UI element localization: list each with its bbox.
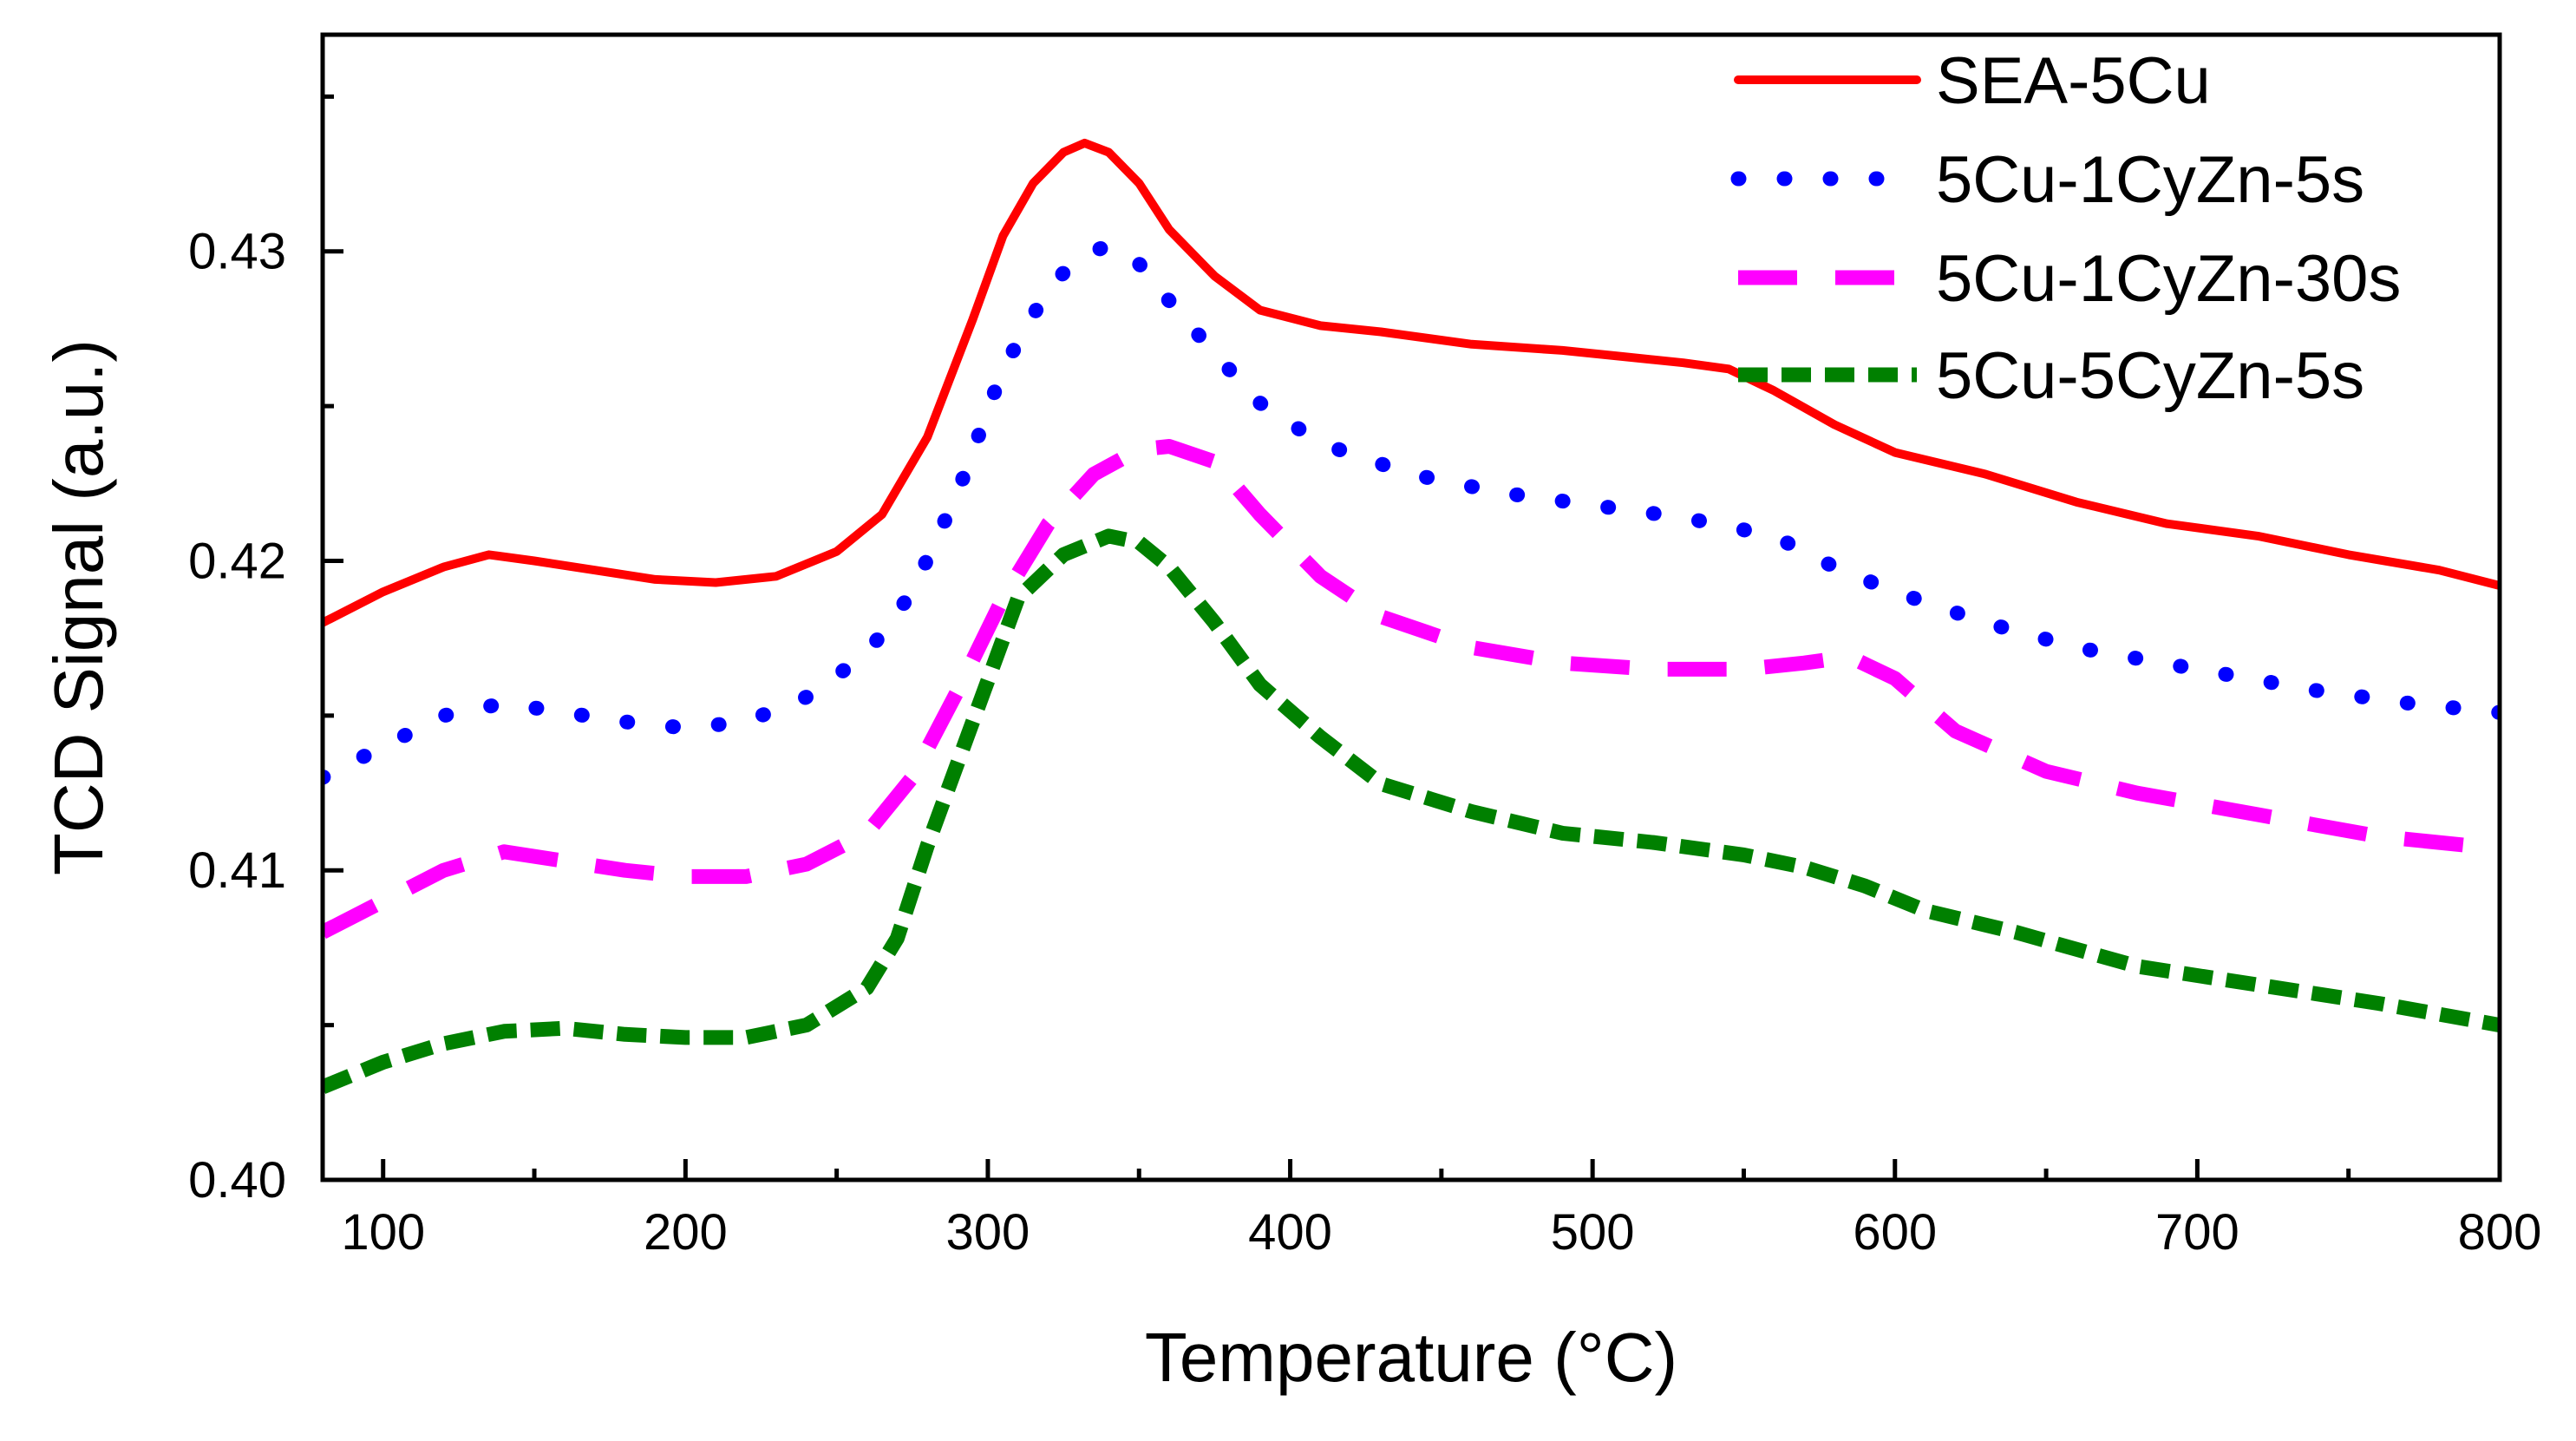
series-line-4: [323, 528, 2500, 1094]
y-tick-label: 0.42: [188, 533, 286, 589]
y-axis-ticks: 0.40 0.41 0.42 0.43: [188, 94, 343, 1208]
x-tick-label: 700: [2155, 1204, 2239, 1261]
x-tick-label: 800: [2458, 1204, 2542, 1261]
legend-label-1: SEA-5Cu: [1936, 44, 2211, 118]
series-line-1: [323, 138, 2500, 627]
x-axis-ticks: 100 200 300 400 500 600 700 800: [341, 1159, 2541, 1261]
legend-label-3: 5Cu-1CyZn-30s: [1936, 242, 2401, 316]
legend: SEA-5Cu 5Cu-1CyZn-5s 5Cu-1CyZn-30s 5Cu-5CyZ…: [1730, 44, 2401, 413]
plot-series-group: [323, 138, 2500, 1094]
y-tick-label: 0.40: [188, 1152, 286, 1208]
y-tick-label: 0.41: [188, 842, 286, 899]
legend-label-4: 5Cu-5CyZn-5s: [1936, 339, 2364, 413]
x-tick-label: 500: [1551, 1204, 1635, 1261]
x-tick-label: 600: [1853, 1204, 1937, 1261]
plot-frame: [320, 32, 2502, 1182]
legend-label-2: 5Cu-1CyZn-5s: [1936, 143, 2364, 217]
x-tick-label: 100: [341, 1204, 425, 1261]
x-axis-title: Temperature (°C): [1145, 1319, 1677, 1396]
x-tick-label: 400: [1248, 1204, 1332, 1261]
series-line-3: [323, 439, 2500, 940]
y-axis-title: TCD Signal (a.u.): [40, 339, 117, 875]
series-line-2: [323, 238, 2500, 785]
x-tick-label: 300: [946, 1204, 1030, 1261]
y-tick-label: 0.43: [188, 224, 286, 280]
x-tick-label: 200: [644, 1204, 728, 1261]
